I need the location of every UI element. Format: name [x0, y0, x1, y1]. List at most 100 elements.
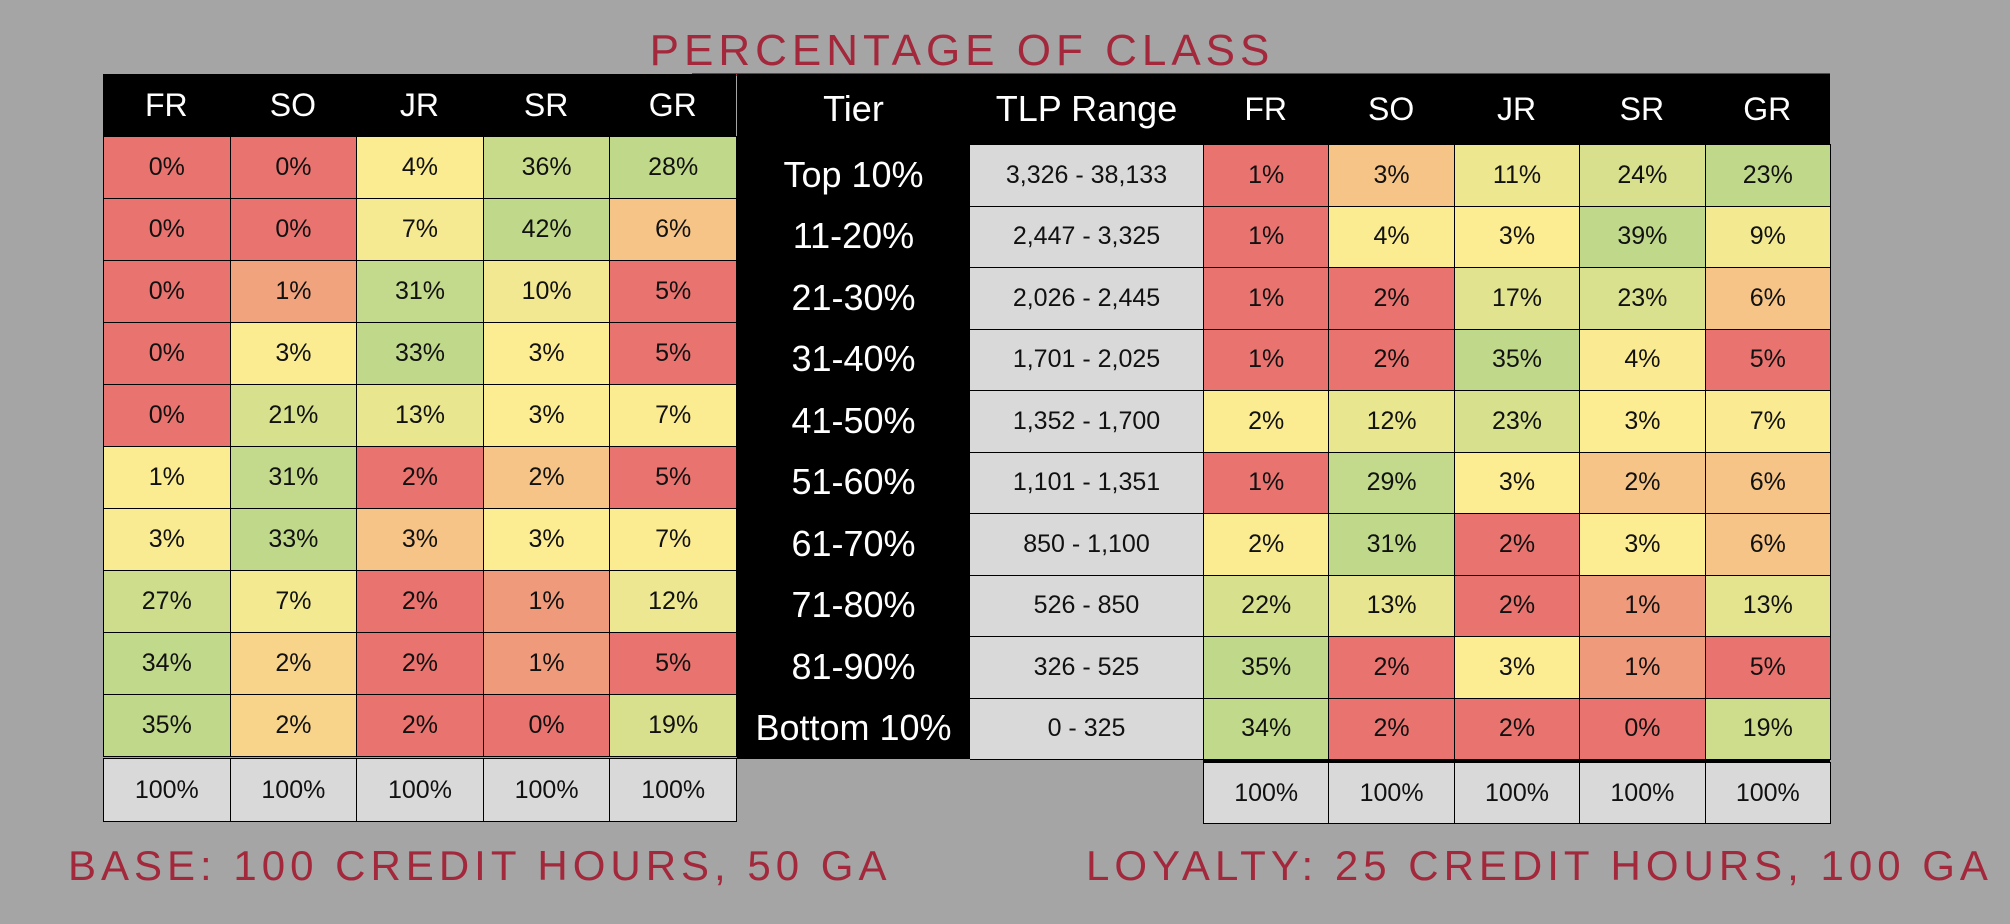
heat-cell: 7% [609, 384, 737, 447]
heat-cell: 1% [482, 570, 611, 633]
heat-cell: 10% [482, 260, 611, 323]
column-header: FR [1203, 74, 1329, 144]
heat-cell: 19% [609, 694, 737, 757]
heat-cell: 0% [482, 694, 611, 757]
total-cell: 100% [1203, 762, 1330, 824]
heat-cell: 2% [356, 446, 484, 509]
heat-cell: 2% [356, 632, 484, 695]
heat-cell: 23% [1704, 144, 1831, 207]
tier-label: 21-30% [737, 267, 970, 329]
heat-cell: 13% [1704, 574, 1831, 637]
tlp-range: 2,026 - 2,445 [970, 267, 1203, 330]
heat-cell: 0% [1579, 697, 1706, 760]
heat-cell: 35% [1203, 636, 1330, 699]
heat-cell: 2% [482, 446, 611, 509]
heat-cell: 2% [1453, 574, 1581, 637]
heat-cell: 3% [1453, 205, 1581, 268]
tlp-range: 326 - 525 [970, 636, 1203, 699]
heat-cell: 28% [609, 136, 737, 199]
heat-cell: 27% [103, 570, 231, 633]
heat-cell: 5% [1704, 328, 1831, 391]
tlp-range: 1,101 - 1,351 [970, 451, 1203, 514]
tier-label: 51-60% [737, 451, 970, 513]
column-header: GR [1704, 74, 1830, 144]
column-header: SR [1579, 74, 1705, 144]
heat-cell: 31% [356, 260, 484, 323]
tier-header: Tier [737, 74, 970, 144]
total-cell: 100% [1579, 762, 1706, 824]
heat-cell: 9% [1704, 205, 1831, 268]
total-cell: 100% [356, 758, 484, 822]
heat-cell: 3% [1579, 513, 1706, 576]
total-cell: 100% [1704, 762, 1831, 824]
heat-cell: 2% [1328, 697, 1455, 760]
heat-cell: 0% [229, 136, 358, 199]
heat-cell: 3% [1453, 451, 1581, 514]
heat-cell: 0% [103, 322, 231, 385]
total-cell: 100% [609, 758, 737, 822]
heat-cell: 0% [103, 136, 231, 199]
heat-cell: 29% [1328, 451, 1455, 514]
heat-cell: 3% [229, 322, 358, 385]
tlp-range: 1,352 - 1,700 [970, 390, 1203, 453]
heat-cell: 35% [103, 694, 231, 757]
heat-cell: 7% [609, 508, 737, 571]
column-header: SO [229, 74, 357, 136]
title: PERCENTAGE OF CLASS [649, 26, 1275, 75]
heat-cell: 2% [1328, 636, 1455, 699]
heat-cell: 1% [1203, 205, 1330, 268]
heat-cell: 0% [103, 260, 231, 323]
heat-cell: 36% [482, 136, 611, 199]
heat-cell: 3% [1453, 636, 1581, 699]
heat-cell: 2% [1328, 328, 1455, 391]
tlp-range: 0 - 325 [970, 697, 1203, 760]
heat-cell: 42% [482, 198, 611, 261]
heat-cell: 7% [1704, 390, 1831, 453]
heat-cell: 6% [1704, 267, 1831, 330]
heat-cell: 5% [609, 260, 737, 323]
column-header: JR [1453, 74, 1580, 144]
heat-cell: 2% [1453, 513, 1581, 576]
heat-cell: 2% [229, 632, 358, 695]
tier-label: 31-40% [737, 328, 970, 390]
heat-cell: 2% [356, 694, 484, 757]
heat-cell: 1% [103, 446, 231, 509]
total-cell: 100% [229, 758, 358, 822]
tier-label: Bottom 10% [737, 697, 970, 759]
heat-cell: 24% [1579, 144, 1706, 207]
heat-cell: 1% [1203, 144, 1330, 207]
total-cell: 100% [482, 758, 611, 822]
heat-cell: 17% [1453, 267, 1581, 330]
column-header: SR [482, 74, 610, 136]
total-rule [1203, 759, 1830, 763]
heat-cell: 2% [229, 694, 358, 757]
heat-cell: 3% [482, 384, 611, 447]
heat-cell: 1% [482, 632, 611, 695]
heat-cell: 0% [103, 384, 231, 447]
heat-cell: 3% [482, 508, 611, 571]
heat-cell: 33% [356, 322, 484, 385]
heat-cell: 31% [229, 446, 358, 509]
tlp-range: 850 - 1,100 [970, 513, 1203, 576]
loyalty-caption: LOYALTY: 25 CREDIT HOURS, 100 GA [1086, 842, 1993, 889]
tlp-range: 2,447 - 3,325 [970, 205, 1203, 268]
heat-cell: 4% [1328, 205, 1455, 268]
heat-cell: 12% [1328, 390, 1455, 453]
heat-cell: 7% [229, 570, 358, 633]
heat-cell: 5% [1704, 636, 1831, 699]
heat-cell: 11% [1453, 144, 1581, 207]
heat-cell: 0% [103, 198, 231, 261]
heat-cell: 2% [1203, 513, 1330, 576]
heat-cell: 1% [1203, 267, 1330, 330]
heat-cell: 35% [1453, 328, 1581, 391]
heat-cell: 6% [1704, 513, 1831, 576]
column-header: GR [609, 74, 736, 136]
heat-cell: 4% [356, 136, 484, 199]
heat-cell: 12% [609, 570, 737, 633]
base-caption: BASE: 100 CREDIT HOURS, 50 GA [68, 842, 892, 889]
total-cell: 100% [103, 758, 231, 822]
heat-cell: 1% [229, 260, 358, 323]
heat-cell: 34% [103, 632, 231, 695]
heat-cell: 22% [1203, 574, 1330, 637]
